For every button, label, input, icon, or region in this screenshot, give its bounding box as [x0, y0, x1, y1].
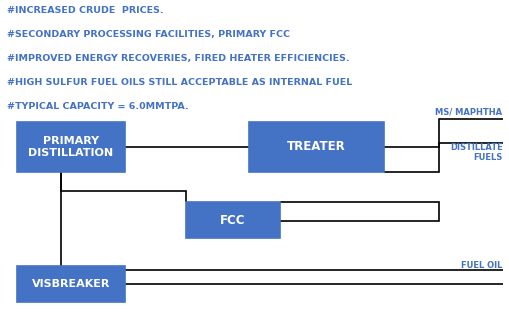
Text: #IMPROVED ENERGY RECOVERIES, FIRED HEATER EFFICIENCIES.: #IMPROVED ENERGY RECOVERIES, FIRED HEATE… — [8, 54, 350, 63]
Text: TREATER: TREATER — [287, 141, 346, 153]
FancyBboxPatch shape — [17, 265, 125, 302]
Text: #HIGH SULFUR FUEL OILS STILL ACCEPTABLE AS INTERNAL FUEL: #HIGH SULFUR FUEL OILS STILL ACCEPTABLE … — [8, 78, 353, 87]
Text: #SECONDARY PROCESSING FACILITIES, PRIMARY FCC: #SECONDARY PROCESSING FACILITIES, PRIMAR… — [8, 30, 291, 39]
Text: MS/ MAPHTHA: MS/ MAPHTHA — [435, 108, 502, 117]
Text: #TYPICAL CAPACITY = 6.0MMTPA.: #TYPICAL CAPACITY = 6.0MMTPA. — [8, 102, 189, 111]
FancyBboxPatch shape — [17, 122, 125, 172]
Text: PRIMARY
DISTILLATION: PRIMARY DISTILLATION — [29, 136, 114, 158]
Text: FUEL OIL: FUEL OIL — [461, 261, 502, 270]
Text: #INCREASED CRUDE  PRICES.: #INCREASED CRUDE PRICES. — [8, 6, 164, 15]
Text: FCC: FCC — [220, 214, 246, 227]
Text: DISTILLATE
FUELS: DISTILLATE FUELS — [450, 143, 502, 162]
Text: VISBREAKER: VISBREAKER — [32, 279, 110, 289]
FancyBboxPatch shape — [186, 202, 280, 239]
FancyBboxPatch shape — [249, 122, 384, 172]
